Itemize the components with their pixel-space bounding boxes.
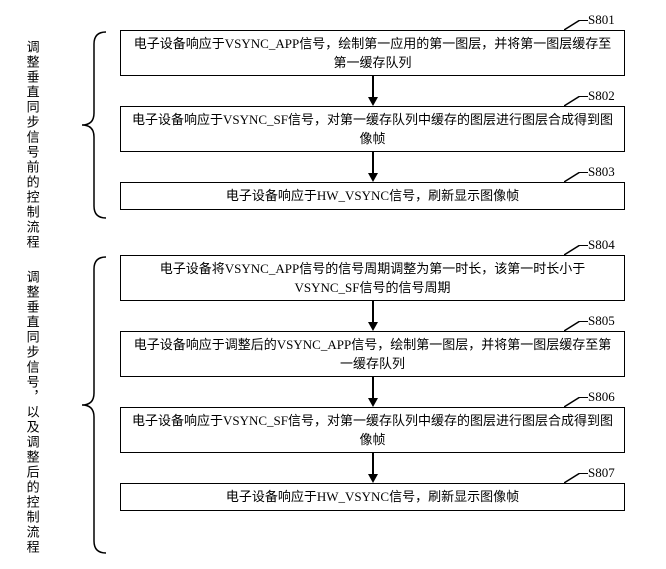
step-id-label-s806: S806 — [588, 389, 615, 405]
brace-1 — [78, 255, 108, 555]
leader-diag-s801 — [564, 20, 584, 34]
flowchart-diagram: 电子设备响应于VSYNC_APP信号，绘制第一应用的第一图层，并将第一图层缓存至… — [0, 0, 666, 569]
step-text-s801: 电子设备响应于VSYNC_APP信号，绘制第一应用的第一图层，并将第一图层缓存至… — [131, 34, 614, 73]
leader-diag-s804 — [564, 245, 584, 259]
arrow-head-1 — [368, 173, 378, 182]
arrow-head-2 — [368, 322, 378, 331]
step-box-s805: 电子设备响应于调整后的VSYNC_APP信号，绘制第一图层，并将第一图层缓存至第… — [120, 331, 625, 377]
brace-0 — [78, 30, 108, 220]
leader-diag-s803 — [564, 172, 584, 186]
step-id-label-s803: S803 — [588, 164, 615, 180]
leader-diag-s805 — [564, 321, 584, 335]
step-box-s804: 电子设备将VSYNC_APP信号的信号周期调整为第一时长，该第一时长小于VSYN… — [120, 255, 625, 301]
step-box-s806: 电子设备响应于VSYNC_SF信号，对第一缓存队列中缓存的图层进行图层合成得到图… — [120, 407, 625, 453]
arrow-line-0 — [372, 76, 374, 97]
step-text-s806: 电子设备响应于VSYNC_SF信号，对第一缓存队列中缓存的图层进行图层合成得到图… — [131, 411, 614, 450]
step-id-label-s802: S802 — [588, 88, 615, 104]
step-box-s802: 电子设备响应于VSYNC_SF信号，对第一缓存队列中缓存的图层进行图层合成得到图… — [120, 106, 625, 152]
step-text-s803: 电子设备响应于HW_VSYNC信号，刷新显示图像帧 — [226, 186, 519, 206]
arrow-line-1 — [372, 152, 374, 173]
group-label-0: 调整垂直同步信号前的控制流程 — [24, 40, 40, 250]
arrow-head-4 — [368, 474, 378, 483]
step-box-s801: 电子设备响应于VSYNC_APP信号，绘制第一应用的第一图层，并将第一图层缓存至… — [120, 30, 625, 76]
arrow-line-2 — [372, 301, 374, 322]
step-text-s805: 电子设备响应于调整后的VSYNC_APP信号，绘制第一图层，并将第一图层缓存至第… — [131, 335, 614, 374]
step-text-s802: 电子设备响应于VSYNC_SF信号，对第一缓存队列中缓存的图层进行图层合成得到图… — [131, 110, 614, 149]
arrow-head-3 — [368, 398, 378, 407]
step-text-s807: 电子设备响应于HW_VSYNC信号，刷新显示图像帧 — [226, 487, 519, 507]
leader-diag-s802 — [564, 96, 584, 110]
step-id-label-s805: S805 — [588, 313, 615, 329]
step-box-s807: 电子设备响应于HW_VSYNC信号，刷新显示图像帧 — [120, 483, 625, 511]
step-box-s803: 电子设备响应于HW_VSYNC信号，刷新显示图像帧 — [120, 182, 625, 210]
leader-diag-s807 — [564, 473, 584, 487]
group-label-1: 调整垂直同步信号，以及调整后的控制流程 — [24, 270, 40, 555]
arrow-head-0 — [368, 97, 378, 106]
step-text-s804: 电子设备将VSYNC_APP信号的信号周期调整为第一时长，该第一时长小于VSYN… — [131, 259, 614, 298]
arrow-line-3 — [372, 377, 374, 398]
step-id-label-s804: S804 — [588, 237, 615, 253]
step-id-label-s801: S801 — [588, 12, 615, 28]
arrow-line-4 — [372, 453, 374, 474]
step-id-label-s807: S807 — [588, 465, 615, 481]
leader-diag-s806 — [564, 397, 584, 411]
